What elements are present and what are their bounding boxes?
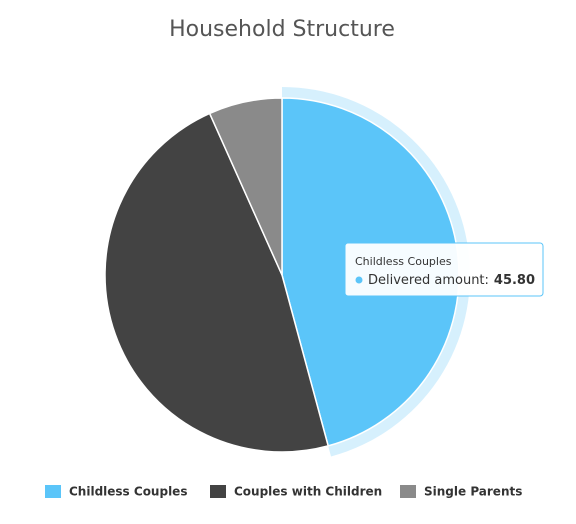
tooltip: Childless Couples Delivered amount: 45.80 [344,242,544,297]
tooltip-value: 45.80 [494,273,535,288]
tooltip-box [344,242,544,297]
slice[interactable] [104,112,330,453]
slice[interactable] [208,97,283,276]
tooltip-line: Delivered amount: 45.80 [368,273,535,288]
legend-label[interactable]: Single Parents [424,485,522,499]
tooltip-dot [355,276,363,284]
legend-label[interactable]: Couples with Children [234,485,382,499]
tooltip-title: Childless Couples [355,255,452,268]
tooltip-label: Delivered amount: [368,273,489,288]
legend-swatch [210,485,226,498]
legend-swatch [400,485,416,498]
legend: Childless Couples Couples with Children Si… [45,485,522,499]
legend-label[interactable]: Childless Couples [69,485,187,499]
legend-swatch [45,485,61,498]
chart-title: Household Structure [169,17,395,42]
